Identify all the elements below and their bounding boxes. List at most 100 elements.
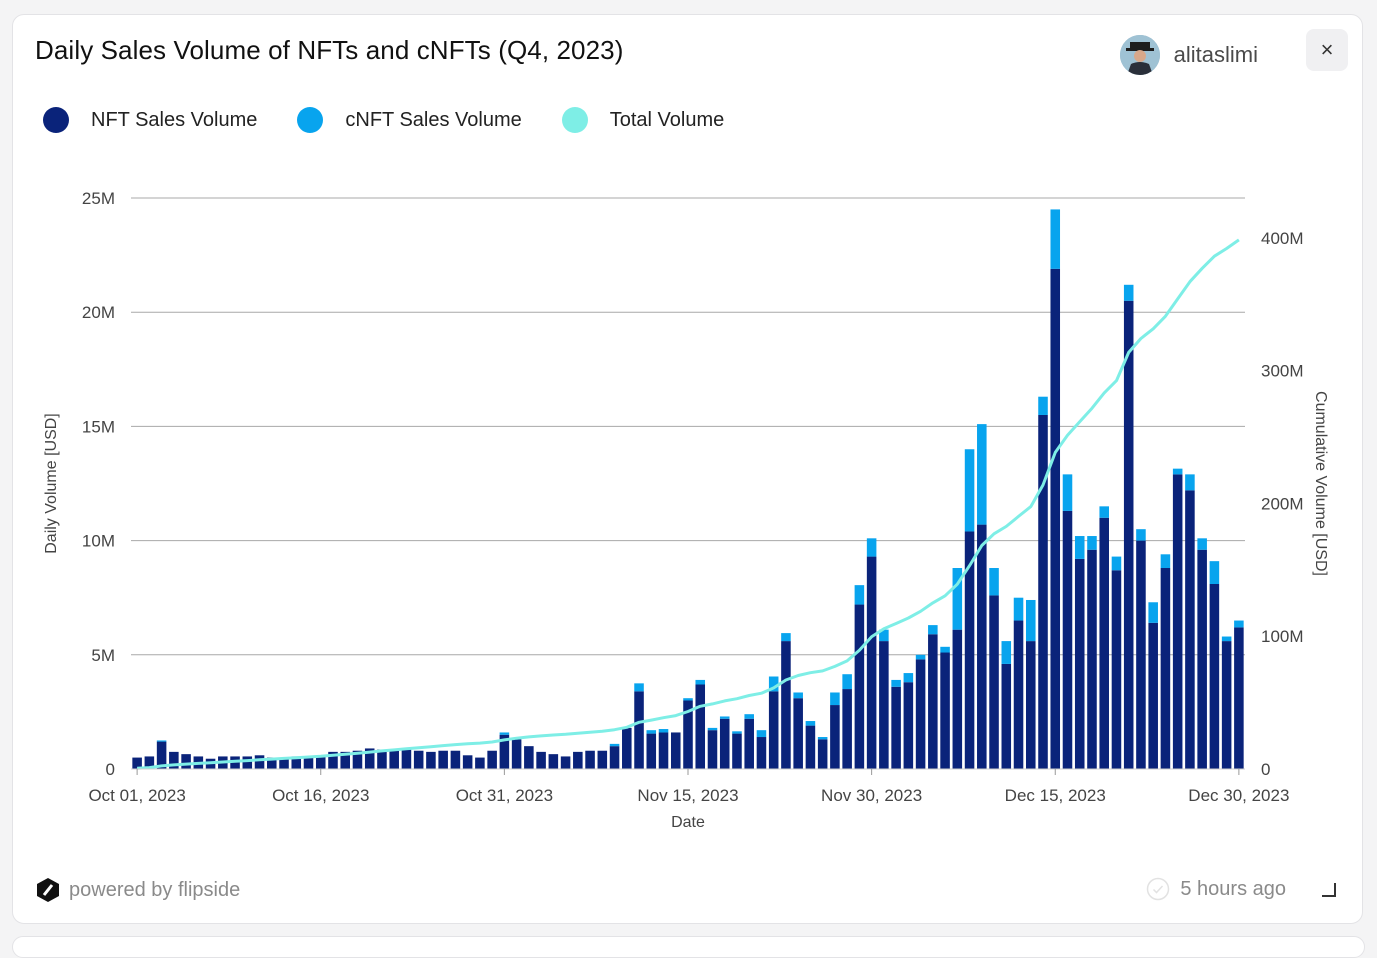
bar-nft[interactable] — [377, 749, 387, 769]
bar-nft[interactable] — [646, 733, 657, 769]
powered-by[interactable]: powered by flipside — [35, 877, 240, 903]
bar-cnft[interactable] — [1013, 597, 1024, 621]
bar-nft[interactable] — [1013, 620, 1024, 769]
bar-nft[interactable] — [719, 718, 730, 769]
bar-nft[interactable] — [303, 757, 314, 769]
bar-cnft[interactable] — [1185, 474, 1195, 491]
bar-nft[interactable] — [622, 727, 632, 769]
legend-item-nft[interactable]: NFT Sales Volume — [43, 107, 257, 133]
bar-nft[interactable] — [670, 732, 681, 769]
bar-cnft[interactable] — [156, 740, 167, 742]
bar-nft[interactable] — [1185, 490, 1195, 769]
bar-nft[interactable] — [389, 750, 399, 769]
bar-cnft[interactable] — [1234, 620, 1244, 628]
bar-nft[interactable] — [438, 750, 448, 769]
bar-nft[interactable] — [254, 755, 265, 769]
bar-nft[interactable] — [842, 689, 852, 769]
bar-nft[interactable] — [609, 746, 620, 769]
bar-nft[interactable] — [1209, 583, 1220, 769]
bar-nft[interactable] — [695, 684, 706, 769]
bar-cnft[interactable] — [658, 729, 669, 733]
bar-nft[interactable] — [450, 750, 461, 769]
bar-nft[interactable] — [854, 604, 865, 769]
bar-nft[interactable] — [156, 741, 167, 769]
bar-nft[interactable] — [1221, 641, 1232, 769]
bar-cnft[interactable] — [1111, 556, 1122, 571]
bar-nft[interactable] — [1197, 549, 1207, 769]
bar-cnft[interactable] — [1172, 468, 1183, 475]
bar-cnft[interactable] — [719, 716, 730, 719]
bar-nft[interactable] — [1001, 663, 1012, 769]
bar-nft[interactable] — [1148, 622, 1158, 769]
bar-cnft[interactable] — [1074, 536, 1085, 559]
bar-nft[interactable] — [817, 739, 828, 769]
legend-item-total[interactable]: Total Volume — [561, 107, 724, 133]
bar-cnft[interactable] — [1221, 636, 1232, 642]
bar-nft[interactable] — [952, 629, 963, 769]
bar-nft[interactable] — [732, 733, 742, 769]
bar-nft[interactable] — [340, 751, 351, 769]
bar-cnft[interactable] — [781, 633, 791, 642]
bar-nft[interactable] — [364, 748, 375, 769]
bar-cnft[interactable] — [707, 727, 718, 731]
bar-nft[interactable] — [1123, 300, 1134, 769]
bar-cnft[interactable] — [866, 538, 877, 557]
author-link[interactable]: alitaslimi — [1119, 35, 1258, 75]
bar-cnft[interactable] — [1062, 474, 1073, 511]
bar-nft[interactable] — [1087, 549, 1097, 769]
bar-cnft[interactable] — [634, 683, 644, 692]
bar-nft[interactable] — [328, 751, 338, 769]
bar-cnft[interactable] — [817, 737, 828, 740]
bar-cnft[interactable] — [1197, 538, 1207, 550]
bar-nft[interactable] — [1062, 510, 1073, 769]
resize-handle-icon[interactable] — [1322, 883, 1336, 897]
bar-cnft[interactable] — [683, 698, 693, 701]
bar-cnft[interactable] — [768, 676, 779, 692]
bar-cnft[interactable] — [854, 585, 865, 605]
bar-nft[interactable] — [560, 756, 571, 769]
bar-nft[interactable] — [352, 750, 363, 769]
bar-nft[interactable] — [1111, 570, 1122, 769]
bar-cnft[interactable] — [744, 714, 754, 719]
bar-cnft[interactable] — [891, 679, 901, 687]
bar-nft[interactable] — [401, 749, 412, 769]
bar-cnft[interactable] — [805, 721, 816, 726]
bar-cnft[interactable] — [1087, 536, 1097, 550]
bar-nft[interactable] — [756, 737, 767, 769]
bar-nft[interactable] — [169, 751, 179, 769]
bar-nft[interactable] — [585, 750, 595, 769]
bar-nft[interactable] — [1050, 268, 1061, 769]
bar-nft[interactable] — [242, 756, 253, 769]
bar-nft[interactable] — [866, 556, 877, 769]
bar-nft[interactable] — [413, 750, 424, 769]
bar-cnft[interactable] — [1160, 554, 1171, 569]
bar-nft[interactable] — [744, 718, 754, 769]
bar-cnft[interactable] — [732, 731, 742, 734]
bar-cnft[interactable] — [1001, 641, 1012, 664]
bar-cnft[interactable] — [1099, 506, 1109, 518]
bar-nft[interactable] — [524, 746, 534, 769]
bar-nft[interactable] — [1074, 558, 1085, 769]
bar-cnft[interactable] — [903, 673, 914, 683]
bar-nft[interactable] — [805, 725, 816, 769]
total-volume-line[interactable] — [137, 238, 1240, 770]
bar-nft[interactable] — [707, 730, 718, 769]
bar-nft[interactable] — [793, 698, 803, 769]
bar-nft[interactable] — [426, 751, 436, 769]
bar-nft[interactable] — [487, 750, 497, 769]
bar-cnft[interactable] — [964, 449, 975, 532]
bar-cnft[interactable] — [952, 568, 963, 630]
bar-cnft[interactable] — [1050, 209, 1061, 269]
bar-nft[interactable] — [903, 682, 914, 769]
bar-nft[interactable] — [1160, 568, 1171, 769]
bar-nft[interactable] — [279, 757, 289, 769]
bar-nft[interactable] — [181, 754, 191, 769]
bar-nft[interactable] — [830, 705, 840, 769]
legend-item-cnft[interactable]: cNFT Sales Volume — [297, 107, 522, 133]
bar-cnft[interactable] — [1025, 599, 1036, 642]
bar-nft[interactable] — [573, 751, 583, 769]
bar-nft[interactable] — [989, 595, 999, 769]
bar-cnft[interactable] — [940, 646, 950, 653]
bar-nft[interactable] — [291, 756, 302, 769]
bar-nft[interactable] — [781, 641, 791, 769]
